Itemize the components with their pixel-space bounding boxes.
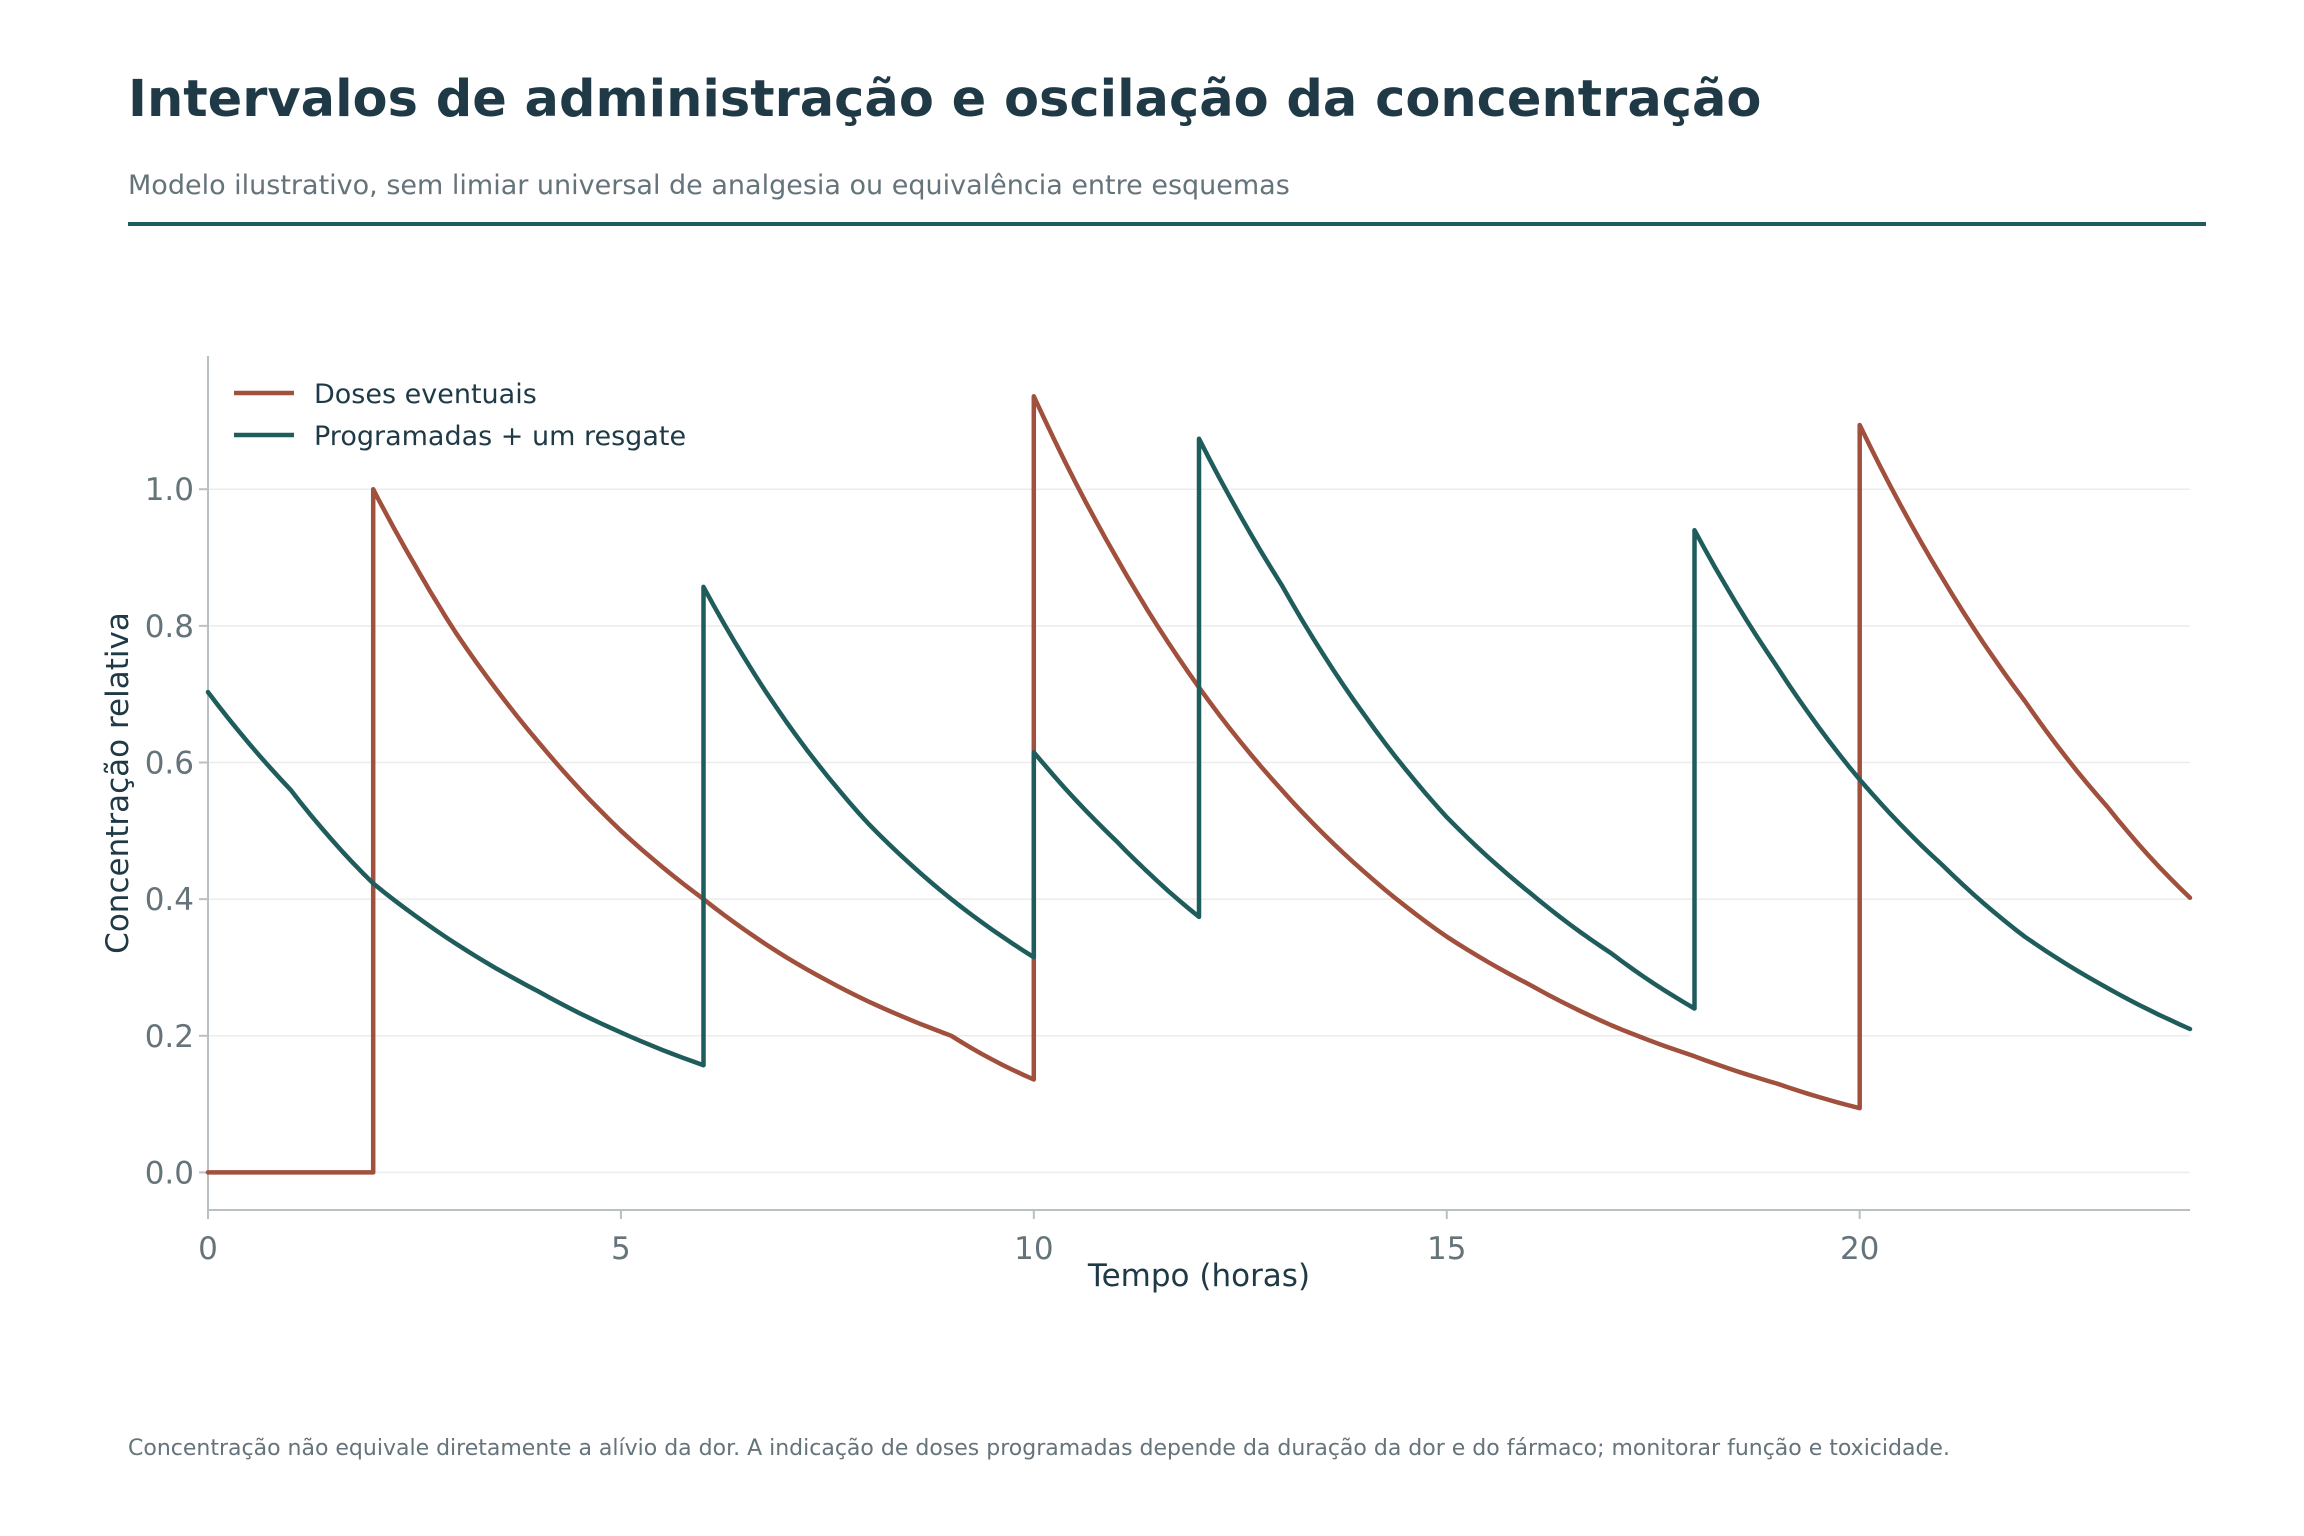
legend: Doses eventuais Programadas + um resgate <box>234 379 686 452</box>
x-tick-label: 5 <box>611 1231 631 1267</box>
y-tick-label: 0.2 <box>145 1019 194 1055</box>
legend-label: Programadas + um resgate <box>314 421 686 452</box>
y-axis-label: Concentração relativa <box>100 612 136 954</box>
x-tick-label: 20 <box>1840 1231 1879 1267</box>
series-line-1 <box>205 394 2193 1175</box>
y-tick-label: 0.4 <box>145 882 194 918</box>
chart-title: Intervalos de administração e oscilação … <box>128 70 1762 129</box>
footnote: Concentração não equivale diretamente a … <box>128 1436 1950 1461</box>
y-tick-label: 1.0 <box>145 472 194 508</box>
series-line-2 <box>205 436 2193 1068</box>
chart-subtitle: Modelo ilustrativo, sem limiar universal… <box>128 170 1290 201</box>
x-axis-label: Tempo (horas) <box>1087 1258 1310 1294</box>
series-lines <box>205 394 2193 1175</box>
legend-label: Doses eventuais <box>314 379 537 410</box>
y-tick-label: 0.6 <box>145 746 194 782</box>
y-tick-label: 0.0 <box>145 1155 194 1191</box>
title-divider <box>128 222 2206 226</box>
axes: 0.0 0.2 0.4 0.6 0.8 1.0 0 5 10 15 20 Tempo (horas) C… <box>100 356 2190 1294</box>
x-tick-label: 0 <box>198 1231 218 1267</box>
x-tick-label: 10 <box>1014 1231 1053 1267</box>
y-tick-label: 0.8 <box>145 609 194 645</box>
x-tick-label: 15 <box>1427 1231 1466 1267</box>
